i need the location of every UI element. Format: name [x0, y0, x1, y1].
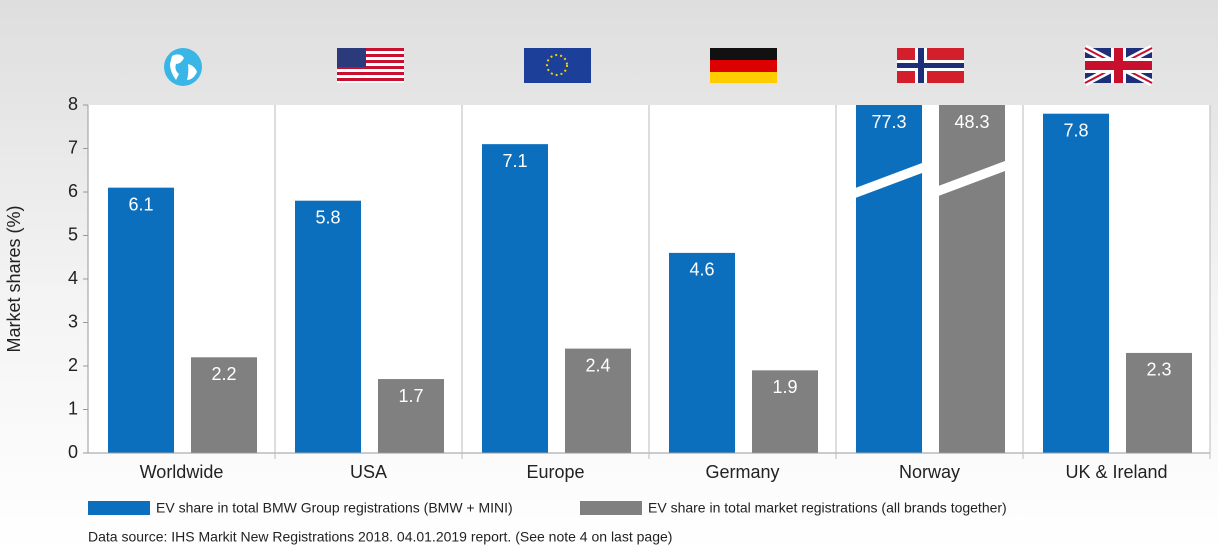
data-label: 2.2 [211, 364, 236, 384]
data-label: 1.7 [398, 386, 423, 406]
legend-swatch [580, 501, 642, 515]
axis-break [933, 158, 1013, 198]
y-tick-label: 5 [68, 224, 78, 244]
flag-uk [1083, 44, 1154, 87]
bar [565, 348, 631, 453]
data-label: 5.8 [315, 207, 340, 227]
data-label: 2.3 [1146, 360, 1171, 380]
data-label: 4.6 [689, 260, 714, 280]
bar [1043, 113, 1109, 453]
flag-usa [337, 48, 404, 83]
data-label: 7.8 [1063, 120, 1088, 140]
y-tick-label: 4 [68, 268, 78, 288]
bar [752, 370, 818, 453]
y-tick-label: 0 [68, 442, 78, 462]
data-label: 2.4 [585, 355, 610, 375]
x-tick-label: Germany [705, 462, 779, 482]
y-tick-label: 6 [68, 181, 78, 201]
y-tick-label: 7 [68, 137, 78, 157]
bar [378, 379, 444, 453]
y-axis-label: Market shares (%) [4, 205, 24, 352]
bar [1126, 352, 1192, 453]
bar [295, 200, 361, 453]
data-label: 6.1 [128, 194, 153, 214]
bars [108, 105, 1192, 453]
legend-label: EV share in total BMW Group registration… [156, 500, 513, 516]
data-label: 77.3 [871, 112, 906, 132]
data-label: 48.3 [954, 112, 989, 132]
bar [191, 357, 257, 453]
bar [669, 252, 735, 453]
bar [482, 144, 548, 453]
bar [108, 187, 174, 453]
legend-label: EV share in total market registrations (… [648, 500, 1007, 516]
flag-norway [897, 48, 964, 83]
flag-eu [524, 48, 591, 83]
x-tick-label: USA [350, 462, 387, 482]
y-tick-label: 8 [68, 94, 78, 114]
bar [856, 105, 922, 453]
flag-globe [164, 48, 202, 86]
y-tick-label: 3 [68, 311, 78, 331]
x-tick-label: UK & Ireland [1065, 462, 1167, 482]
y-tick-label: 1 [68, 398, 78, 418]
legend-swatch [88, 501, 150, 515]
x-tick-label: Worldwide [140, 462, 224, 482]
y-tick-label: 2 [68, 355, 78, 375]
data-label: 1.9 [772, 377, 797, 397]
x-tick-label: Norway [899, 462, 960, 482]
axis-break [850, 160, 930, 200]
source-note: Data source: IHS Markit New Registration… [88, 529, 672, 545]
flag-germany [710, 48, 777, 83]
bar [939, 105, 1005, 453]
x-tick-label: Europe [526, 462, 584, 482]
data-label: 7.1 [502, 151, 527, 171]
